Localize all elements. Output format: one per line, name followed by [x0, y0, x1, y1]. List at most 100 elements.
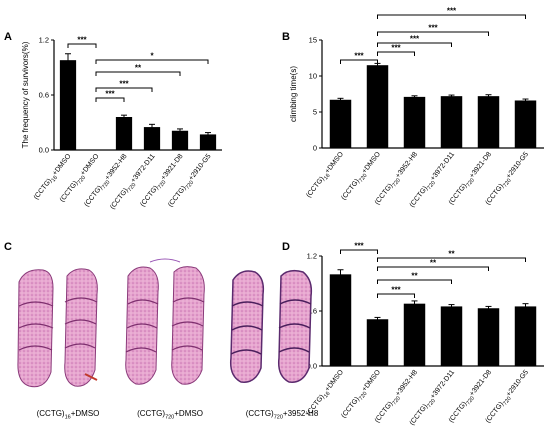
- significance-label: **: [135, 64, 142, 73]
- bar: [366, 65, 389, 148]
- bar: [477, 308, 500, 366]
- significance-bracket: [377, 42, 452, 47]
- category-label-sub: 720: [157, 179, 167, 190]
- y-tick-label: 1.2: [307, 252, 317, 261]
- bar: [199, 134, 217, 150]
- bar: [514, 100, 537, 148]
- y-axis-label: The frequency of survivors(%): [21, 41, 30, 148]
- significance-label: ***: [119, 80, 129, 89]
- histology-caption-sub: 720: [165, 415, 174, 421]
- histology-image-1: [17, 268, 98, 388]
- significance-label: ***: [354, 242, 364, 251]
- category-label-suffix: +2910-G5: [505, 369, 530, 398]
- y-tick-label: 0.6: [39, 91, 49, 100]
- significance-bracket: [377, 293, 415, 298]
- category-label-base: (CCTG): [139, 185, 160, 209]
- significance-bracket: [67, 43, 97, 48]
- significance-label: ***: [105, 90, 115, 99]
- histology-caption-suffix: +DMSO: [71, 409, 100, 418]
- category-label-suffix: +3952-H8: [395, 151, 420, 180]
- chart-a: 0.0 0.6 1.2 The frequency of survivors(%) (C…: [21, 36, 222, 211]
- y-tick-label: 0: [313, 144, 317, 153]
- category-label-suffix: +2910-G5: [505, 151, 530, 180]
- category-label-suffix: +3921-D8: [469, 151, 494, 180]
- category-label-suffix: +2910-G5: [188, 153, 213, 182]
- significance-bracket: [95, 59, 209, 64]
- category-label-suffix: +DMSO: [80, 152, 101, 177]
- category-label-base: (CCTG): [340, 178, 361, 202]
- category-label-base: (CCTG): [409, 403, 430, 427]
- significance-bracket: [377, 257, 526, 262]
- chart-d: 0.00.61.2Relative muscle area(CCTG)16+DM…: [289, 242, 544, 427]
- bar: [440, 306, 463, 366]
- category-label-sub: 16: [51, 175, 59, 184]
- panel-letter-d: D: [282, 241, 290, 253]
- bar: [171, 130, 189, 150]
- y-tick-label: 10: [309, 72, 317, 81]
- bar: [514, 306, 537, 366]
- y-tick-label: 1.2: [39, 36, 49, 45]
- significance-label: *: [150, 52, 154, 61]
- category-label-suffix: +3952-H8: [104, 153, 129, 182]
- significance-bracket: [95, 71, 181, 76]
- category-label-base: (CCTG): [448, 183, 469, 207]
- category-label-sub: 720: [466, 395, 476, 406]
- significance-label: ***: [410, 35, 420, 44]
- category-label-suffix: +3952-H8: [395, 369, 420, 398]
- bar: [329, 99, 352, 148]
- category-label-base: (CCTG): [340, 396, 361, 420]
- category-label-sub: 720: [427, 180, 437, 191]
- category-label-base: (CCTG): [374, 401, 395, 425]
- histology-caption-suffix: +DMSO: [174, 409, 203, 418]
- category-label-base: (CCTG): [167, 185, 188, 209]
- significance-bracket: [377, 279, 452, 284]
- category-label-base: (CCTG): [109, 187, 130, 211]
- category-label-sub: 720: [466, 177, 476, 188]
- panel-letter-a: A: [4, 31, 12, 43]
- category-label-suffix: +3921-D8: [469, 369, 494, 398]
- category-label-sub: 720: [392, 395, 402, 406]
- histology-image-2: [125, 258, 205, 385]
- significance-label: **: [430, 259, 437, 268]
- category-label-suffix: +DMSO: [324, 368, 345, 393]
- category-label-sub: 720: [358, 391, 368, 402]
- category-label-base: (CCTG): [305, 176, 326, 200]
- category-label-base: (CCTG): [409, 185, 430, 209]
- category-label-sub: 720: [358, 173, 368, 184]
- category-label-suffix: +3921-D8: [160, 153, 185, 182]
- significance-label: ***: [77, 36, 87, 45]
- category-label-base: (CCTG): [33, 178, 54, 202]
- significance-bracket: [95, 97, 125, 102]
- significance-label: ***: [428, 24, 438, 33]
- significance-bracket: [340, 249, 378, 254]
- category-label-sub: 720: [427, 398, 437, 409]
- category-label-sub: 720: [392, 177, 402, 188]
- category-label-sub: 720: [77, 175, 87, 186]
- significance-label: ***: [447, 7, 457, 16]
- y-tick-label: 0.0: [307, 362, 317, 371]
- category-label-sub: 16: [323, 391, 331, 400]
- category-label-sub: 720: [185, 180, 195, 191]
- category-label-suffix: +DMSO: [52, 152, 73, 177]
- bar: [403, 96, 426, 148]
- category-label: (CCTG)16+DMSO: [305, 150, 347, 200]
- panel-letter-b: B: [282, 31, 290, 43]
- histology-caption-sub: 16: [65, 415, 71, 421]
- histology-caption: (CCTG)720+3952-H8: [246, 409, 319, 421]
- significance-bracket: [340, 59, 378, 64]
- bar: [403, 303, 426, 366]
- significance-bracket: [377, 51, 415, 56]
- category-label-sub: 720: [101, 179, 111, 190]
- significance-label: ***: [354, 52, 364, 61]
- significance-label: **: [411, 272, 418, 281]
- category-label-base: (CCTG): [485, 401, 506, 425]
- bar: [115, 117, 133, 150]
- bar: [366, 319, 389, 366]
- y-tick-label: 0.0: [39, 146, 49, 155]
- y-axis-label: climbing time(s): [289, 66, 298, 122]
- bar: [440, 96, 463, 148]
- category-label-suffix: +3972-D11: [429, 369, 456, 400]
- category-label-base: (CCTG): [83, 185, 104, 209]
- category-label-sub: 720: [502, 396, 512, 407]
